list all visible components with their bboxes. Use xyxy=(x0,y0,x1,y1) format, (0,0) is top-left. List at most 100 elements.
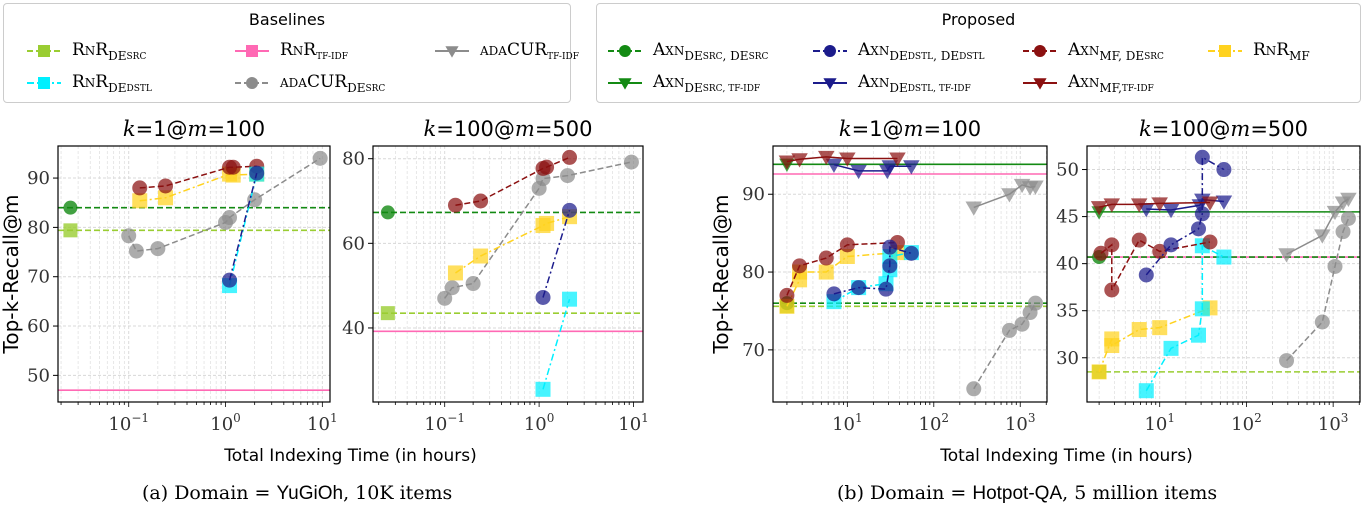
x-tick-exponent: 1 xyxy=(641,411,649,425)
triangle-marker-icon xyxy=(445,46,459,58)
marker-axn_mf_desrc xyxy=(792,258,808,274)
marker-axn_mf_desrc xyxy=(779,287,795,303)
legend-label-part: DE xyxy=(684,81,703,95)
legend-label-part: SRC xyxy=(365,84,386,94)
legend-label-part: DE xyxy=(108,81,127,95)
marker-axn_dedstl_dedstl xyxy=(1216,162,1232,178)
marker-adacur_desrc xyxy=(1001,322,1017,338)
title-part: =100@ xyxy=(436,117,515,141)
marker-rnr_dedstl xyxy=(1194,301,1210,317)
legend-swatch xyxy=(235,77,269,89)
marker-rnr_mf xyxy=(158,190,174,206)
legend-label-part: MF, DE xyxy=(1099,49,1145,63)
x-tick-label: 103 xyxy=(1318,411,1349,435)
legend-label-part: RnR xyxy=(1253,40,1290,60)
marker-axn_mf_tfidf xyxy=(839,152,856,167)
plot-area xyxy=(773,150,1047,397)
line-axn_dedstl_tfidf xyxy=(833,163,912,172)
marker-axn_mf_desrc xyxy=(1093,245,1109,261)
x-tick-label: 10−1 xyxy=(108,411,149,435)
caption-prefix: (b) Domain = xyxy=(837,482,973,504)
x-tick-label: 101 xyxy=(1144,411,1175,435)
title-part: =100 xyxy=(923,117,981,141)
y-tick-label: 60 xyxy=(342,233,365,254)
legend-swatch xyxy=(1023,45,1057,57)
legend-label-part: DE xyxy=(347,81,366,95)
legend-item-adacur_tfidf: adaCUR TF-IDF xyxy=(434,40,579,62)
x-tick-base: 10 xyxy=(1231,414,1254,435)
x-tick-exponent: 0 xyxy=(233,411,241,425)
x-tick-exponent: 1 xyxy=(1167,411,1175,425)
marker-axn_mf_tfidf xyxy=(1103,198,1121,213)
title-part: k xyxy=(839,117,852,141)
axes-frame xyxy=(57,145,331,403)
legend-baselines: Baselines RnR DE SRC RnR TF-IDF adaCUR TF-IDF R… xyxy=(3,3,579,103)
triangle-marker-icon xyxy=(1033,78,1047,90)
axes-frame xyxy=(372,145,644,403)
marker-adacur_tfidf xyxy=(1314,229,1331,244)
legend-item-rnr_dedstl: RnR DE DSTL xyxy=(26,72,152,95)
x-tick-label: 101 xyxy=(618,411,649,435)
y-axis-label: Top-k-Recall@m xyxy=(0,195,23,355)
marker-rnr_desrc xyxy=(63,223,78,238)
y-tick-label: 80 xyxy=(342,149,365,170)
x-tick-exponent: 0 xyxy=(547,411,555,425)
legend-item-axn_desrc_tfidf: Axn DE SRC, TF-IDF xyxy=(607,72,760,95)
legend-label-part: Axn xyxy=(653,40,685,60)
marker-adacur_desrc xyxy=(444,280,460,296)
marker-axn_mf_tfidf xyxy=(1130,198,1148,213)
y-tick-label: 50 xyxy=(1056,160,1079,181)
marker-axn_dedstl_tfidf xyxy=(903,160,920,175)
legend-label-part: Axn xyxy=(1068,40,1100,60)
marker-axn_dedstl_dedstl xyxy=(882,258,898,274)
marker-axn_dedstl_dedstl xyxy=(249,165,265,181)
legend-label-part: MF, xyxy=(1099,81,1122,95)
marker-adacur_desrc xyxy=(1335,224,1351,240)
x-tick-exponent: 1 xyxy=(855,411,863,425)
marker-axn_dedstl_dedstl xyxy=(222,272,238,288)
legend-label-part: TF-IDF xyxy=(547,52,579,62)
panel-title: k=100@m=500 xyxy=(1139,117,1308,141)
marker-axn_mf_tfidf xyxy=(791,153,808,168)
legend-swatch xyxy=(608,45,642,57)
square-marker-icon xyxy=(38,45,50,57)
square-marker-icon xyxy=(246,45,258,57)
marker-adacur_desrc xyxy=(437,290,453,306)
legend-swatch xyxy=(608,78,642,90)
line-rnr_mf xyxy=(455,215,570,274)
line-adacur_desrc xyxy=(1285,218,1350,362)
legend-label-part: , TF-IDF xyxy=(933,84,971,94)
x-axis-label: Total Indexing Time (in hours) xyxy=(939,446,1193,466)
caption-suffix: , 5 million items xyxy=(1062,482,1218,504)
marker-axn_mf_desrc xyxy=(839,237,855,253)
marker-adacur_desrc xyxy=(1314,314,1330,330)
legend-label-part: DSTL xyxy=(959,52,985,62)
legend-title: Proposed xyxy=(941,10,1016,29)
legend-label-part: TF-IDF xyxy=(316,52,349,62)
marker-axn_dedstl_dedstl xyxy=(878,281,894,297)
x-tick-label: 100 xyxy=(210,411,241,435)
marker-rnr_mf xyxy=(839,248,855,264)
marker-adacur_tfidf xyxy=(1278,248,1295,263)
y-tick-label: 50 xyxy=(27,365,50,386)
legend-swatch xyxy=(235,45,269,57)
legend-label-part: TF-IDF xyxy=(1121,84,1154,94)
legend-title: Baselines xyxy=(248,10,326,29)
marker-rnr_mf xyxy=(473,248,489,264)
marker-axn_dedstl_tfidf xyxy=(825,158,843,173)
x-tick-base: 10 xyxy=(832,414,855,435)
y-tick-label: 60 xyxy=(27,316,50,337)
marker-axn_dedstl_dedstl xyxy=(851,280,867,296)
axes-frame xyxy=(1086,145,1361,403)
marker-adacur_desrc xyxy=(222,210,238,226)
x-tick-base: 10 xyxy=(108,414,131,435)
marker-adacur_tfidf xyxy=(965,201,983,216)
marker-axn_mf_tfidf xyxy=(817,150,835,166)
circle-marker-icon xyxy=(619,45,631,57)
legend-label-part: DSTL xyxy=(907,52,934,62)
marker-rnr_dedstl xyxy=(535,381,551,397)
marker-adacur_tfidf xyxy=(1001,188,1018,203)
title-part: k xyxy=(123,117,136,141)
legend-label-part: Axn xyxy=(858,40,890,60)
